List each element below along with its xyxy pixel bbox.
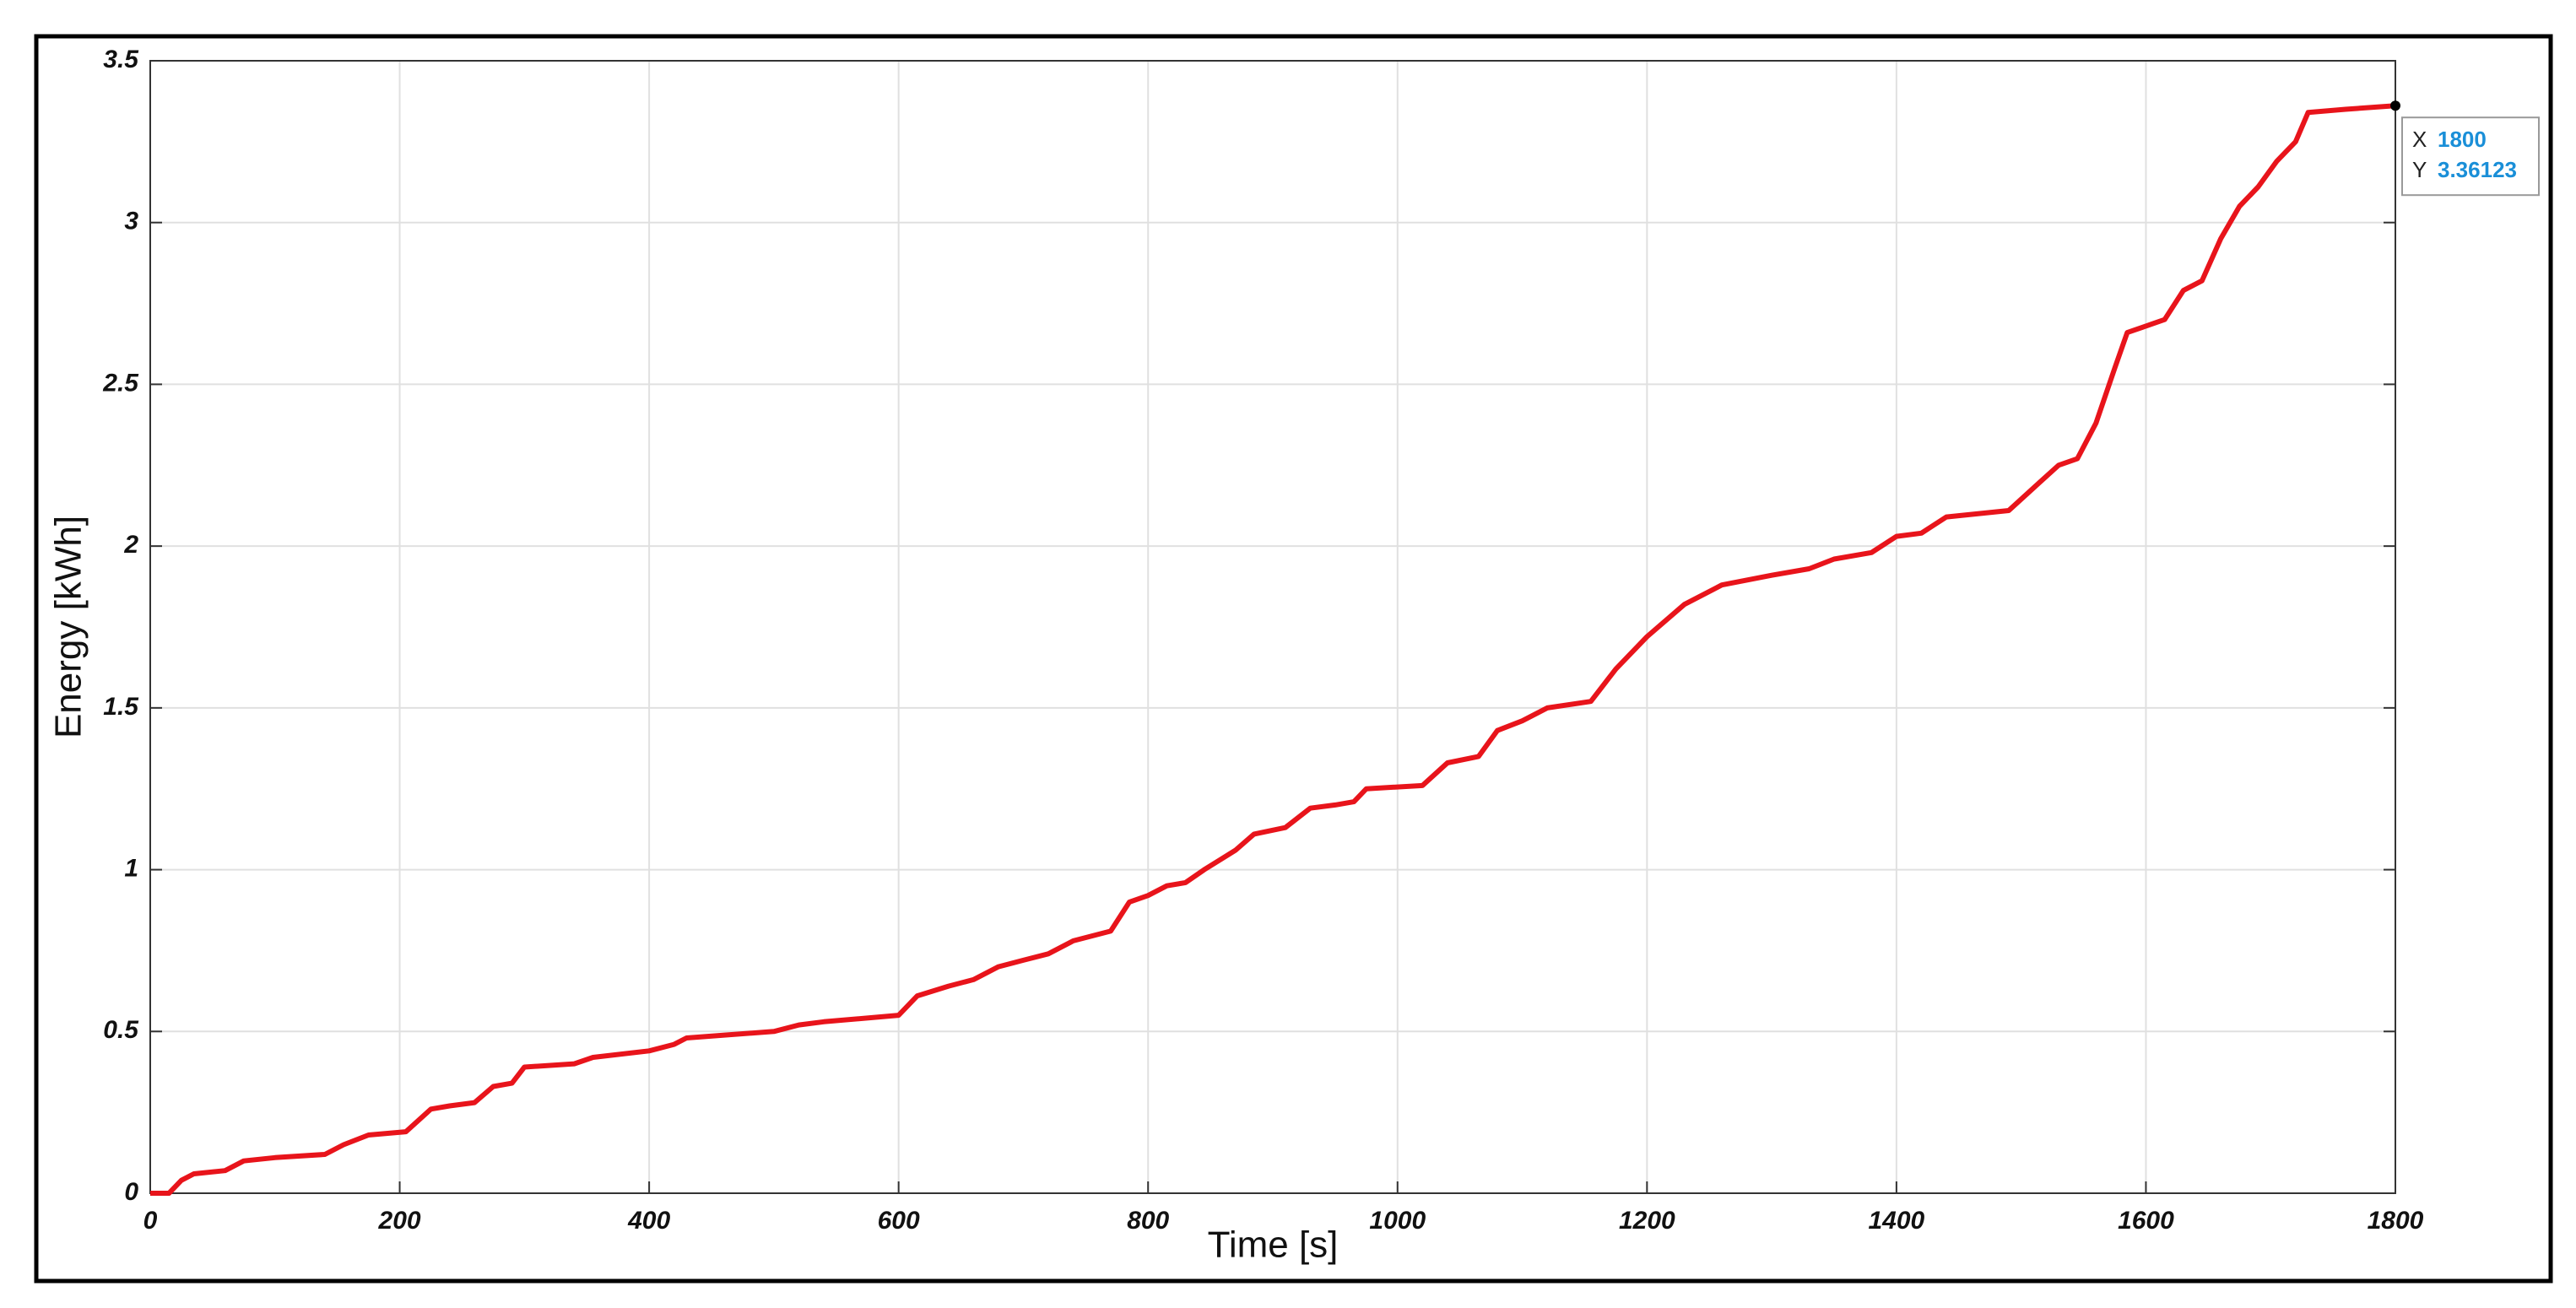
x-tick-label: 1600: [2118, 1207, 2174, 1235]
x-tick-label: 800: [1127, 1207, 1169, 1235]
marks: [150, 103, 2396, 1196]
line: [150, 103, 2396, 1196]
y-tick-label: 0: [124, 1178, 138, 1206]
y-tick-label: 1: [124, 854, 138, 882]
y-tick-label: 0.5: [103, 1016, 139, 1044]
plot-area: [149, 60, 2396, 1194]
x-tick-label: 400: [627, 1207, 670, 1235]
datatip-y-label: Y: [2412, 157, 2427, 182]
x-tick-label: 1800: [2368, 1207, 2424, 1235]
x-axis-label: Time [s]: [1208, 1224, 1339, 1266]
y-tick-label: 2.5: [102, 369, 139, 397]
datatip-y-value: 3.36123: [2438, 157, 2517, 182]
y-tick-label: 1.5: [103, 693, 139, 721]
datatip-x-value: 1800: [2438, 127, 2487, 152]
y-axis-label: Energy [kWh]: [48, 516, 89, 738]
x-tick-label: 1400: [1869, 1207, 1925, 1235]
y-tick-label: 3.5: [103, 46, 139, 73]
y-tick-label: 3: [124, 208, 138, 235]
x-tick-label: 200: [378, 1207, 421, 1235]
x-tick-label: 600: [878, 1207, 920, 1235]
y-tick-label: 2: [123, 531, 138, 559]
datatip-box: [2401, 116, 2540, 197]
datatip-x-label: X: [2412, 127, 2427, 152]
x-tick-label: 1200: [1619, 1207, 1675, 1235]
x-tick-label: 0: [143, 1207, 158, 1235]
datatip-point: [2390, 100, 2400, 111]
frame: [34, 34, 2553, 1284]
x-tick-label: 1000: [1369, 1207, 1426, 1235]
grid: [149, 60, 2396, 1194]
